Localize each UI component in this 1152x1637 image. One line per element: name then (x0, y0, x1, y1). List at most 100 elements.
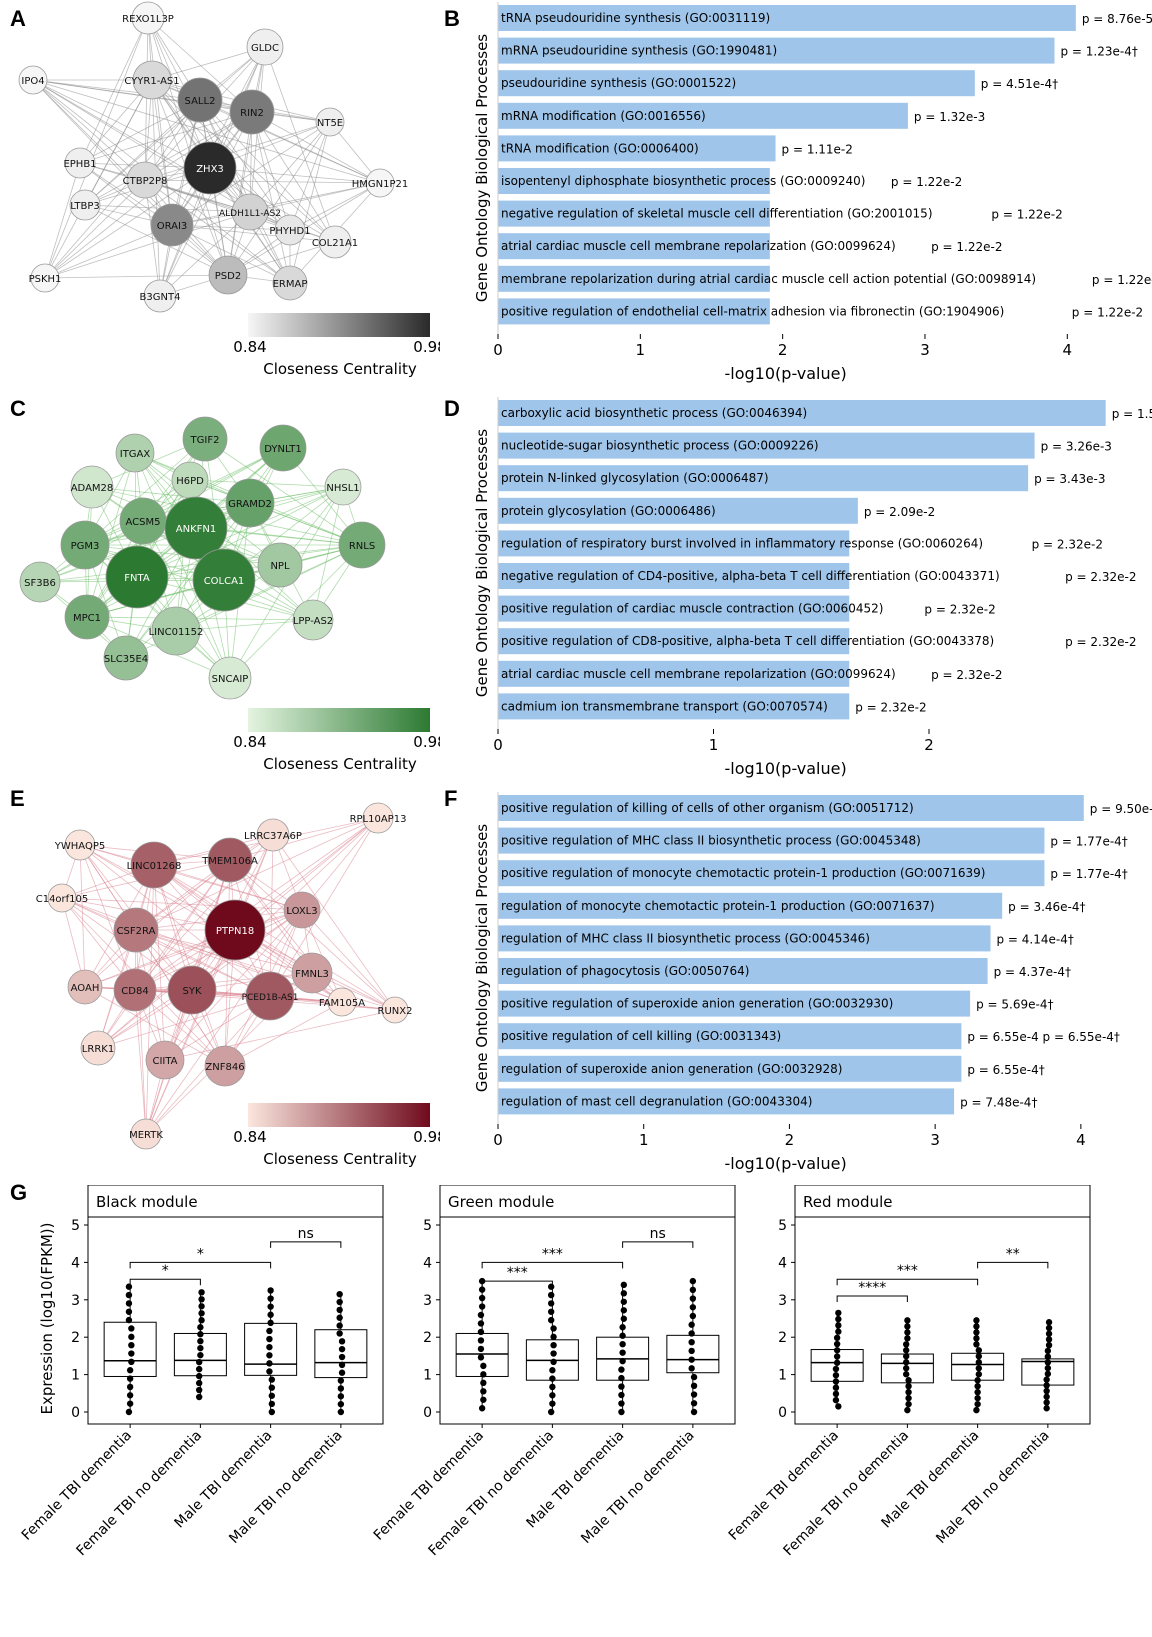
network-node (365, 168, 395, 198)
network-node-label: LPP-AS2 (293, 616, 333, 627)
colorbar-max-label: 0.98 (413, 1128, 440, 1146)
black-network-edge (44, 211, 251, 279)
panel-label-a: A (10, 6, 26, 31)
network-node-label: LRRK1 (82, 1044, 114, 1055)
data-point (974, 1394, 981, 1402)
data-point (902, 1341, 910, 1348)
data-point (690, 1382, 698, 1390)
bar-pvalue-label: p = 2.32e-2 (1065, 570, 1136, 584)
significance-label: *** (507, 1265, 528, 1281)
data-point (266, 1360, 273, 1367)
network-node (115, 433, 155, 473)
red-network-edge (153, 864, 226, 1067)
data-point (689, 1312, 697, 1320)
network-graph-red-module: RPL10AP13 LRRC37A6P YWHAQP5 TMEM106A LINC012… (36, 802, 440, 1168)
network-node (318, 225, 352, 259)
network-node (229, 89, 275, 135)
significance-bracket (481, 1280, 553, 1288)
data-point (336, 1322, 343, 1329)
red-network-edge (79, 844, 86, 988)
data-point (973, 1406, 980, 1414)
data-point (620, 1281, 628, 1289)
black-network-edge (289, 121, 331, 284)
data-point (974, 1400, 981, 1408)
network-node (130, 841, 178, 889)
y-tick-label: 0 (71, 1405, 80, 1421)
data-point (688, 1356, 695, 1363)
data-point (1045, 1319, 1053, 1326)
black-network-edge (44, 224, 173, 279)
network-node-label: C14orf105 (36, 894, 89, 905)
data-point (198, 1317, 205, 1324)
network-node-label: CIITA (152, 1056, 177, 1067)
data-point (974, 1382, 981, 1390)
data-point (1044, 1359, 1052, 1366)
network-node-label: NPL (270, 561, 290, 572)
data-point (975, 1353, 983, 1360)
data-point (833, 1359, 841, 1366)
data-point (267, 1303, 274, 1310)
network-node-label: ADAM28 (71, 483, 114, 494)
data-point (688, 1365, 695, 1372)
bar-category-label: regulation of mast cell degranulation (G… (501, 1094, 812, 1108)
data-point (266, 1368, 273, 1375)
data-point (902, 1371, 910, 1378)
x-tick-label: 1 (636, 341, 646, 359)
network-node-label: LINC01268 (127, 861, 182, 872)
bar-category-label: atrial cardiac muscle cell membrane repo… (501, 239, 896, 253)
data-point (833, 1334, 841, 1342)
panel-label-g: G (10, 1180, 28, 1205)
data-point (974, 1377, 981, 1384)
data-point (337, 1400, 345, 1408)
data-point (619, 1340, 626, 1348)
y-tick-label: 4 (778, 1255, 787, 1271)
green-network-edge (189, 479, 344, 488)
bar-pvalue-label: p = 1.23e-4† (1060, 45, 1137, 59)
green-network-edge (91, 486, 251, 504)
bar (498, 400, 1106, 426)
data-point (689, 1286, 697, 1294)
data-point (547, 1300, 555, 1307)
red-network-edge (135, 929, 271, 997)
data-point (336, 1330, 343, 1337)
bar-pvalue-label: p = 4.51e-4† (981, 77, 1058, 91)
data-point (338, 1369, 346, 1376)
bar-pvalue-label: p = 2.32e-2 (1065, 635, 1136, 649)
data-point (688, 1321, 695, 1328)
bar-category-label: positive regulation of cell killing (GO:… (501, 1029, 781, 1043)
colorbar-max-label: 0.98 (413, 338, 440, 356)
data-point (480, 1371, 487, 1378)
network-node-label: MPC1 (73, 613, 101, 624)
data-point (125, 1308, 133, 1315)
network-node-label: HMGN1P21 (352, 179, 409, 190)
data-point (126, 1375, 134, 1382)
network-node (315, 107, 345, 137)
colorbar (248, 1103, 430, 1127)
network-node-label: MERTK (129, 1130, 163, 1141)
y-axis-label: Gene Ontology Biological Processes (473, 824, 491, 1092)
data-point (618, 1383, 625, 1390)
network-node (67, 969, 103, 1005)
bar (498, 168, 770, 194)
black-network-edge (171, 224, 336, 243)
network-node (60, 520, 110, 570)
network-node-label: FNTA (124, 573, 150, 584)
data-point (125, 1408, 133, 1416)
x-tick-label: 2 (924, 736, 934, 754)
black-network-edge (144, 17, 149, 181)
bar-category-label: positive regulation of endothelial cell-… (501, 304, 1004, 318)
network-node-label: YWHAQP5 (54, 841, 105, 852)
black-network-edge (249, 182, 381, 213)
data-point (197, 1351, 204, 1359)
data-point (338, 1345, 346, 1353)
network-node (291, 952, 333, 994)
network-node-label: SLC35E4 (104, 654, 148, 665)
x-tick-label: 0 (493, 1131, 503, 1149)
data-point (902, 1353, 910, 1360)
black-network-edge (227, 121, 331, 276)
x-tick-label: Male TBI no dementia (578, 1428, 697, 1547)
colorbar-title: Closeness Centrality (263, 755, 417, 773)
bar (498, 628, 850, 655)
network-node (207, 837, 253, 883)
green-network-edge (142, 520, 231, 679)
